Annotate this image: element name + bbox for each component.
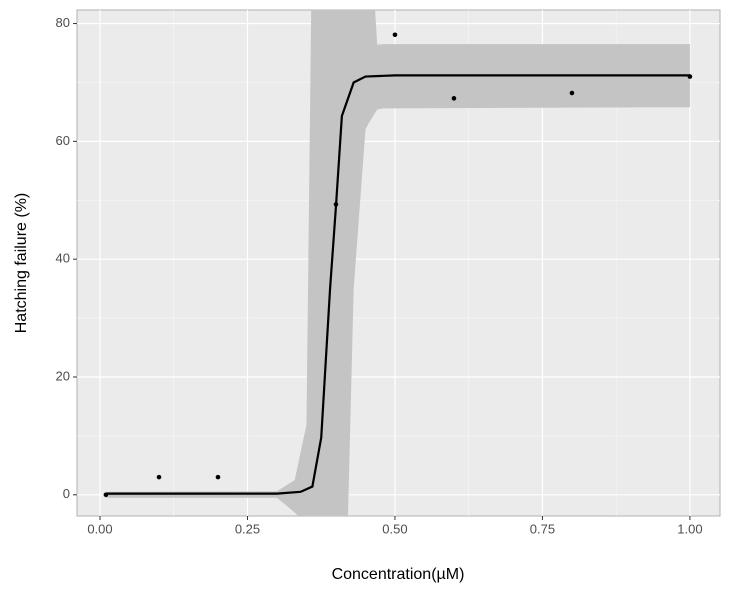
point (156, 474, 162, 480)
y-axis-title: Hatching failure (%) (13, 193, 30, 334)
fit-line (105, 74, 690, 495)
x-tick-label: 0.50 (382, 521, 407, 536)
x-axis-title: Concentration(µM) (332, 566, 465, 583)
confidence-band (105, 10, 690, 516)
plot-area (103, 10, 693, 516)
point (687, 74, 693, 79)
x-tick-label: 0.75 (530, 521, 555, 536)
x-tick-label: 0.00 (87, 521, 112, 536)
x-tick-label: 1.00 (677, 521, 702, 536)
y-tick-label: 40 (56, 251, 70, 266)
y-tick-label: 20 (56, 368, 70, 383)
y-tick-label: 0 (63, 486, 70, 501)
point (103, 492, 109, 498)
x-tick-label: 0.25 (235, 521, 260, 536)
point (215, 474, 221, 480)
y-tick-label: 60 (56, 133, 70, 148)
y-tick-label: 80 (56, 15, 70, 30)
point (392, 32, 398, 38)
point (333, 202, 339, 207)
point (569, 90, 575, 96)
point (451, 96, 457, 101)
